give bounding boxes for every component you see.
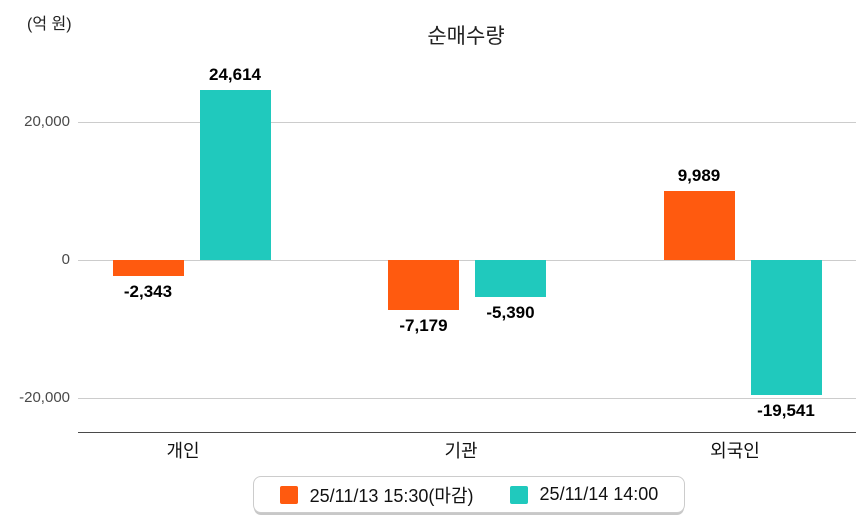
- value-label: -2,343: [123, 282, 173, 301]
- x-category-label: 외국인: [710, 441, 760, 461]
- y-axis-tick-label: 20,000: [24, 113, 70, 130]
- y-axis-tick-label: -20,000: [19, 389, 70, 406]
- value-label: 9,989: [677, 166, 721, 185]
- chart-title: 순매수량: [427, 25, 505, 48]
- value-label: 24,614: [209, 65, 261, 84]
- value-label: -7,179: [399, 316, 448, 335]
- legend-label-series2: 25/11/14 14:00: [539, 484, 659, 504]
- gridline: [78, 122, 856, 123]
- y-axis-unit-label: (억 원): [27, 16, 72, 33]
- bar-series2-2: [475, 260, 546, 297]
- bar-series1-1: [112, 260, 184, 276]
- series1-swatch-icon: [279, 485, 298, 504]
- series2-swatch-icon: [509, 485, 528, 504]
- y-axis-tick-label: 0: [61, 251, 70, 268]
- legend-item-series1[interactable]: 25/11/13 15:30(마감): [279, 482, 474, 508]
- legend-item-series2[interactable]: 25/11/14 14:00: [509, 484, 659, 505]
- x-category-label: 기관: [444, 441, 478, 461]
- x-category-label: 개인: [166, 441, 200, 461]
- x-axis-line: [78, 432, 856, 433]
- legend-label-series1: 25/11/13 15:30(마감): [309, 485, 474, 506]
- legend: 25/11/13 15:30(마감) 25/11/14 14:00: [253, 476, 685, 513]
- gridline: [78, 398, 856, 399]
- bar-series1-3: [663, 191, 735, 260]
- value-label: -19,541: [757, 401, 815, 420]
- bar-series2-1: [199, 90, 271, 260]
- bar-series2-3: [750, 260, 822, 395]
- bar-series1-2: [388, 260, 459, 310]
- value-label: -5,390: [486, 303, 535, 322]
- gridline: [78, 260, 856, 261]
